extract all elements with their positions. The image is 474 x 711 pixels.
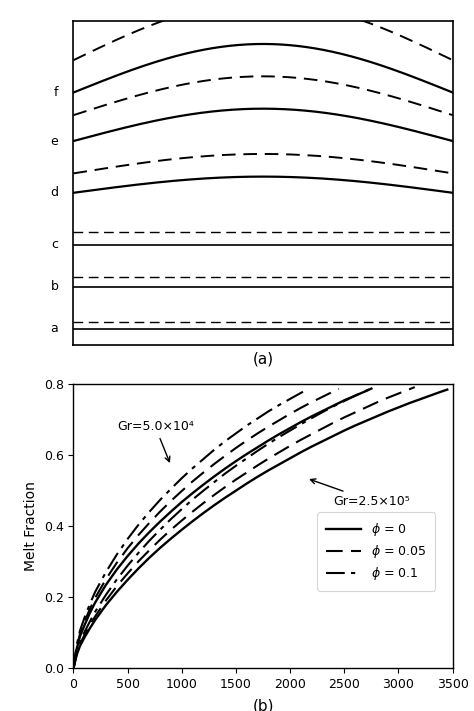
Text: d: d	[50, 186, 58, 199]
Text: Gr=2.5×10⁵: Gr=2.5×10⁵	[310, 479, 410, 508]
X-axis label: (a): (a)	[253, 352, 273, 367]
Text: f: f	[54, 86, 58, 99]
Text: b: b	[50, 280, 58, 293]
Text: e: e	[51, 134, 58, 147]
Legend: $\phi$ = 0, $\phi$ = 0.05, $\phi$ = 0.1: $\phi$ = 0, $\phi$ = 0.05, $\phi$ = 0.1	[317, 513, 435, 591]
Text: a: a	[51, 322, 58, 335]
X-axis label: (b): (b)	[252, 698, 274, 711]
Text: Gr=5.0×10⁴: Gr=5.0×10⁴	[117, 420, 194, 461]
Y-axis label: Melt Fraction: Melt Fraction	[24, 481, 38, 571]
Text: c: c	[51, 238, 58, 251]
